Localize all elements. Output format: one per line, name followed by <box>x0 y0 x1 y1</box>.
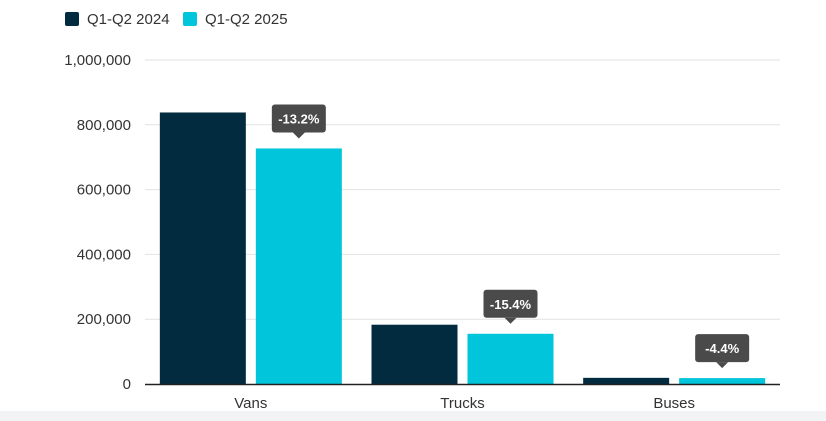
x-tick-label: Buses <box>653 395 695 412</box>
legend-swatch <box>183 12 197 26</box>
legend: Q1-Q2 2024 Q1-Q2 2025 <box>65 11 288 28</box>
y-tick-label: 600,000 <box>77 182 131 199</box>
bar <box>255 148 342 384</box>
x-tick-label: Trucks <box>440 395 484 412</box>
callout-label: -15.4% <box>490 297 532 312</box>
callout-box <box>271 104 326 133</box>
change-callouts: -13.2% -15.4% -4.4% <box>271 104 750 369</box>
legend-item: Q1-Q2 2025 <box>183 11 288 28</box>
bar <box>467 333 554 384</box>
y-axis-ticks: 0 200,000 400,000 600,000 800,000 1,000,000 <box>64 52 131 393</box>
callout-pointer <box>716 362 729 369</box>
legend-item: Q1-Q2 2024 <box>65 11 170 28</box>
callout-label: -13.2% <box>278 111 320 126</box>
y-tick-label: 400,000 <box>77 246 131 263</box>
callout-label: -4.4% <box>705 341 739 356</box>
callout-box <box>483 289 538 318</box>
callout-pointer <box>292 132 305 139</box>
callout-box <box>695 334 750 363</box>
x-axis-labels: Vans Trucks Buses <box>234 395 695 412</box>
legend-swatch <box>65 12 79 26</box>
footer-strip <box>0 411 826 421</box>
x-tick-label: Vans <box>234 395 267 412</box>
change-callout: -15.4% <box>483 289 538 324</box>
change-callout: -13.2% <box>271 104 326 139</box>
y-tick-label: 0 <box>123 376 131 393</box>
bars <box>159 112 766 384</box>
change-callout: -4.4% <box>695 334 750 369</box>
y-tick-label: 800,000 <box>77 117 131 134</box>
y-tick-label: 200,000 <box>77 311 131 328</box>
y-tick-label: 1,000,000 <box>64 52 131 69</box>
legend-label: Q1-Q2 2025 <box>205 11 288 28</box>
bar <box>583 377 670 384</box>
bar <box>159 112 246 384</box>
bar <box>679 378 766 384</box>
callout-pointer <box>504 317 517 324</box>
gridlines <box>145 59 780 320</box>
bar <box>371 324 458 384</box>
legend-label: Q1-Q2 2024 <box>87 11 170 28</box>
